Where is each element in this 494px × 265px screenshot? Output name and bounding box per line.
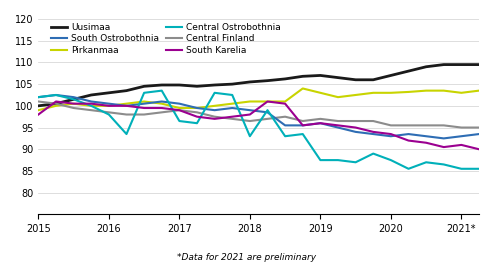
Legend: Uusimaa, South Ostrobothnia, Pirkanmaa, Central Ostrobothnia, Central Finland, S: Uusimaa, South Ostrobothnia, Pirkanmaa, … [47,20,284,58]
Text: *Data for 2021 are preliminary: *Data for 2021 are preliminary [177,253,317,262]
